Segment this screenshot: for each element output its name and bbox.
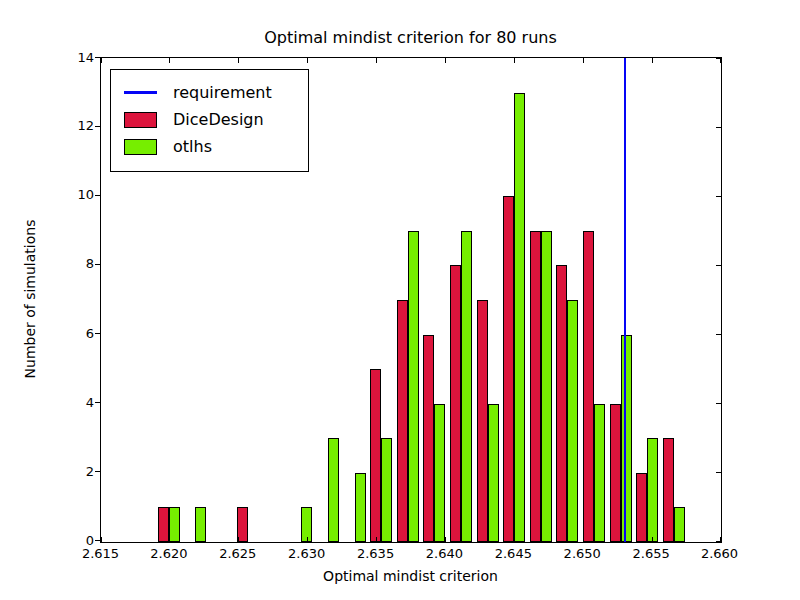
- y-tick-label: 8: [58, 256, 94, 271]
- x-tick-mark: [101, 537, 102, 542]
- histogram-bar-otlhs: [355, 473, 366, 542]
- histogram-bar-DiceDesign: [583, 231, 594, 542]
- x-tick-mark: [376, 58, 377, 63]
- x-tick-label: 2.635: [346, 546, 406, 561]
- y-tick-mark: [95, 333, 100, 334]
- histogram-bar-DiceDesign: [423, 335, 434, 542]
- x-tick-label: 2.620: [139, 546, 199, 561]
- histogram-figure: Optimal mindist criterion for 80 runs Nu…: [0, 0, 800, 600]
- histogram-bar-otlhs: [621, 335, 632, 542]
- y-tick-label: 12: [58, 118, 94, 133]
- x-tick-label: 2.660: [690, 546, 750, 561]
- plot-area: requirement DiceDesign otlhs: [100, 57, 722, 543]
- x-tick-mark: [238, 58, 239, 63]
- histogram-bar-otlhs: [674, 507, 685, 542]
- legend-item-requirement: requirement: [124, 79, 294, 106]
- histogram-bar-DiceDesign: [477, 300, 488, 542]
- x-tick-label: 2.625: [208, 546, 268, 561]
- x-tick-mark: [514, 537, 515, 542]
- y-tick-mark: [95, 57, 100, 58]
- legend-label-dicedesign: DiceDesign: [173, 112, 264, 128]
- legend-item-otlhs: otlhs: [124, 133, 294, 160]
- histogram-bar-DiceDesign: [370, 369, 381, 542]
- x-tick-mark: [238, 537, 239, 542]
- x-tick-label: 2.655: [621, 546, 681, 561]
- x-tick-mark: [445, 537, 446, 542]
- otlhs-swatch: [124, 139, 157, 155]
- y-tick-mark: [716, 334, 721, 335]
- y-tick-mark: [716, 541, 721, 542]
- y-tick-label: 2: [58, 464, 94, 479]
- histogram-bar-otlhs: [461, 231, 472, 542]
- x-tick-mark: [376, 537, 377, 542]
- y-tick-mark: [95, 126, 100, 127]
- y-tick-mark: [95, 402, 100, 403]
- x-tick-mark: [514, 58, 515, 63]
- y-tick-mark: [95, 540, 100, 541]
- x-tick-label: 2.630: [277, 546, 337, 561]
- legend-label-otlhs: otlhs: [173, 139, 212, 155]
- histogram-bar-otlhs: [434, 404, 445, 542]
- chart-title: Optimal mindist criterion for 80 runs: [100, 29, 721, 47]
- histogram-bar-otlhs: [408, 231, 419, 542]
- x-tick-mark: [652, 58, 653, 63]
- histogram-bar-otlhs: [647, 438, 658, 542]
- x-tick-mark: [583, 58, 584, 63]
- histogram-bar-DiceDesign: [158, 507, 169, 542]
- x-tick-label: 2.645: [483, 546, 543, 561]
- y-tick-mark: [95, 195, 100, 196]
- y-tick-label: 0: [58, 533, 94, 548]
- histogram-bar-DiceDesign: [556, 265, 567, 542]
- x-tick-mark: [169, 537, 170, 542]
- histogram-bar-DiceDesign: [663, 438, 674, 542]
- histogram-bar-DiceDesign: [397, 300, 408, 542]
- histogram-bar-DiceDesign: [636, 473, 647, 542]
- legend: requirement DiceDesign otlhs: [110, 69, 309, 172]
- x-tick-mark: [583, 537, 584, 542]
- histogram-bar-otlhs: [514, 93, 525, 542]
- y-tick-label: 6: [58, 326, 94, 341]
- histogram-bar-DiceDesign: [530, 231, 541, 542]
- x-tick-label: 2.650: [552, 546, 612, 561]
- x-axis-label: Optimal mindist criterion: [100, 568, 721, 584]
- x-tick-label: 2.615: [71, 546, 131, 561]
- x-tick-mark: [307, 58, 308, 63]
- y-tick-mark: [716, 127, 721, 128]
- y-tick-mark: [716, 403, 721, 404]
- requirement-line: [624, 58, 626, 542]
- requirement-line-swatch: [124, 91, 157, 94]
- dicedesign-swatch: [124, 112, 157, 128]
- histogram-bar-otlhs: [567, 300, 578, 542]
- y-tick-label: 4: [58, 395, 94, 410]
- histogram-bar-DiceDesign: [610, 404, 621, 542]
- x-tick-mark: [652, 537, 653, 542]
- legend-item-dicedesign: DiceDesign: [124, 106, 294, 133]
- histogram-bar-otlhs: [328, 438, 339, 542]
- y-tick-label: 10: [58, 187, 94, 202]
- histogram-bar-otlhs: [195, 507, 206, 542]
- y-tick-mark: [95, 471, 100, 472]
- y-axis-label: Number of simulations: [22, 220, 38, 379]
- histogram-bar-otlhs: [488, 404, 499, 542]
- x-tick-mark: [445, 58, 446, 63]
- y-tick-mark: [95, 264, 100, 265]
- y-tick-mark: [716, 472, 721, 473]
- histogram-bar-DiceDesign: [503, 196, 514, 542]
- histogram-bar-otlhs: [381, 438, 392, 542]
- histogram-bar-DiceDesign: [450, 265, 461, 542]
- x-tick-mark: [169, 58, 170, 63]
- x-tick-mark: [101, 58, 102, 63]
- y-tick-mark: [716, 58, 721, 59]
- histogram-bar-otlhs: [594, 404, 605, 542]
- y-tick-mark: [716, 196, 721, 197]
- y-tick-label: 14: [58, 50, 94, 65]
- histogram-bar-otlhs: [541, 231, 552, 542]
- x-tick-label: 2.640: [414, 546, 474, 561]
- y-tick-mark: [716, 265, 721, 266]
- legend-label-requirement: requirement: [173, 85, 272, 101]
- x-tick-mark: [307, 537, 308, 542]
